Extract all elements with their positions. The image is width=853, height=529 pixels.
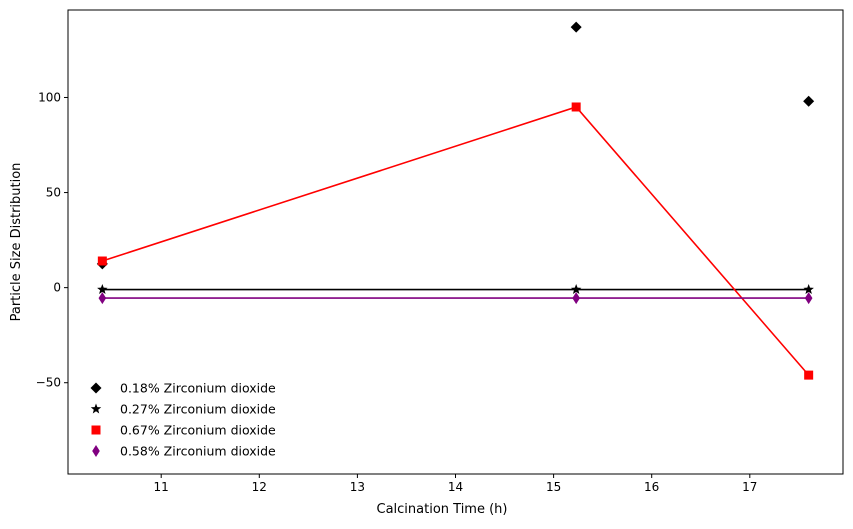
x-tick-label: 11: [154, 480, 169, 494]
x-tick-label: 16: [644, 480, 659, 494]
data-point-s3-1: [97, 256, 107, 266]
y-tick-label: 100: [38, 90, 61, 104]
data-point-s1-3: [803, 95, 815, 107]
data-point-s2-3: [803, 284, 814, 294]
x-tick-label: 15: [546, 480, 561, 494]
x-axis-label: Calcination Time (h): [377, 502, 508, 517]
plot-area: [96, 21, 815, 380]
data-point-s2-1: [97, 284, 108, 294]
data-point-s4-2: [572, 292, 580, 305]
legend-marker-3: [91, 425, 101, 435]
x-tick-label: 12: [252, 480, 267, 494]
legend-marker-4: [92, 445, 100, 457]
legend-label-3: 0.67% Zirconium dioxide: [120, 423, 276, 438]
data-point-s4-1: [98, 292, 107, 305]
x-tick-label: 17: [742, 480, 757, 494]
x-tick-label: 13: [350, 480, 365, 494]
legend-marker-1: [90, 382, 102, 394]
legend: 0.18% Zirconium dioxide 0.27% Zirconium d…: [90, 381, 276, 459]
y-tick-label: 50: [46, 186, 61, 200]
axes: 11 12 13 14 15 16 17 −50 0 50 100: [36, 9, 844, 494]
legend-label-1: 0.18% Zirconium dioxide: [120, 381, 276, 396]
data-point-s3-3: [804, 370, 814, 380]
y-axis-label: Particle Size Distribution: [9, 163, 24, 322]
data-point-s3-2: [571, 102, 581, 112]
x-tick-label: 14: [448, 480, 463, 494]
data-point-s4-3: [804, 292, 813, 305]
data-point-s2-2: [570, 284, 582, 294]
series-line-3: [102, 106, 810, 376]
legend-label-2: 0.27% Zirconium dioxide: [120, 402, 276, 417]
legend-label-4: 0.58% Zirconium dioxide: [120, 444, 276, 459]
legend-marker-2: [90, 403, 102, 414]
data-point-s1-2: [570, 21, 582, 33]
y-tick-label: −50: [36, 376, 61, 390]
y-tick-label: 0: [53, 281, 61, 295]
